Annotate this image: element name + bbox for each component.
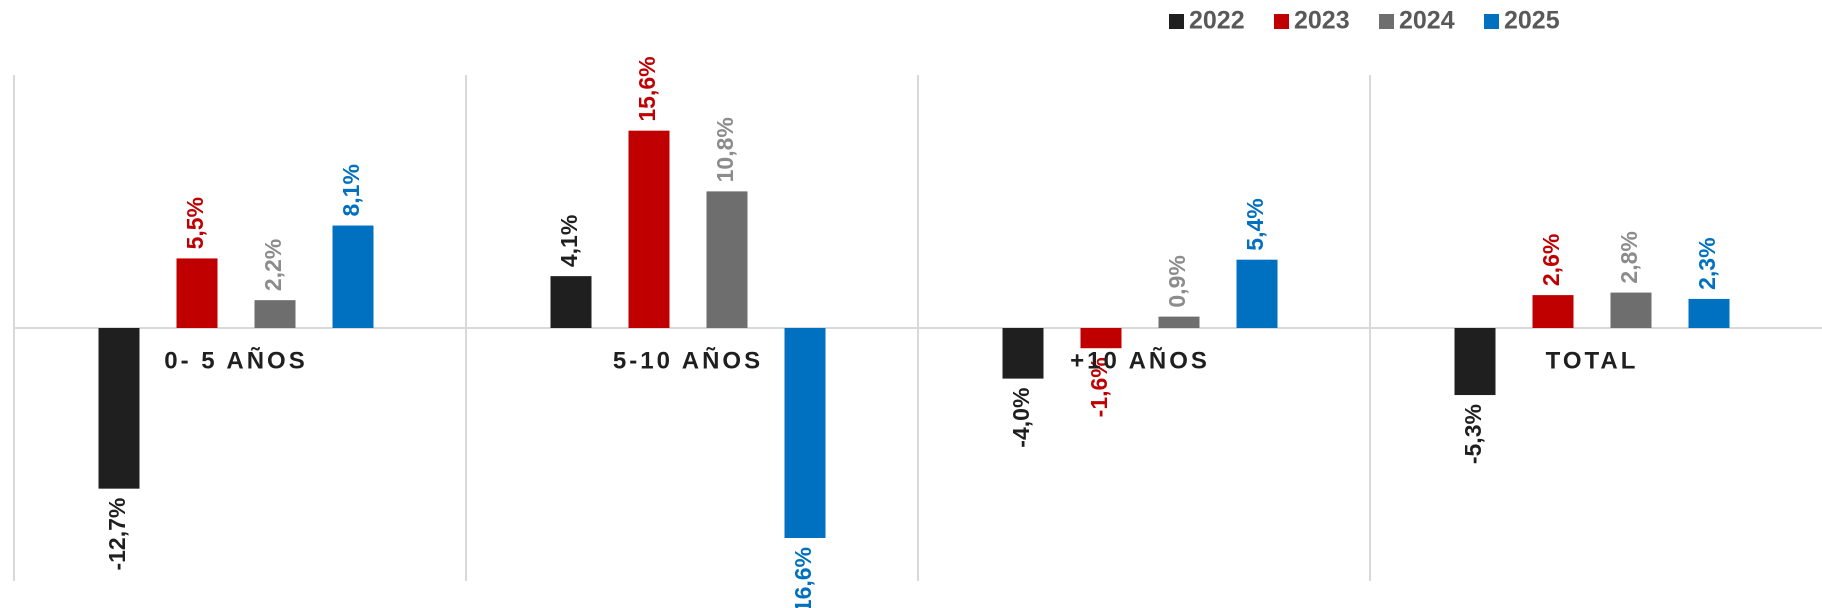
value-label: -1,6% [1086,357,1112,417]
legend-label: 2022 [1189,7,1245,35]
value-label: -16,6% [790,547,816,608]
legend-label: 2025 [1504,7,1560,35]
bar [176,258,218,328]
category-label: 5-10 AÑOS [613,346,763,374]
value-label: -5,3% [1460,404,1486,464]
bar [550,276,592,328]
bar [784,328,826,538]
bar [628,130,670,328]
legend-swatch [1169,14,1184,29]
legend-label: 2024 [1399,7,1455,35]
bar [1002,328,1044,379]
value-label: 2,3% [1694,237,1720,289]
bar [1080,328,1122,349]
value-label: -4,0% [1008,388,1034,448]
value-label: 2,8% [1616,231,1642,283]
value-label: 5,5% [182,197,208,249]
legend-label: 2023 [1294,7,1350,35]
bar [706,191,748,328]
bar [1158,316,1200,328]
category-label: +10 AÑOS [1070,346,1210,374]
bar [1236,259,1278,328]
category-label: TOTAL [1546,347,1639,374]
legend-swatch [1379,14,1394,29]
bar [1688,298,1730,328]
value-label: 10,8% [712,117,738,182]
bar [1454,328,1496,396]
value-label: 4,1% [556,215,582,267]
value-label: 2,6% [1538,234,1564,286]
value-label: 5,4% [1242,198,1268,250]
legend-swatch [1484,14,1499,29]
value-label: 8,1% [338,164,364,216]
bar [1610,292,1652,328]
bar [254,300,296,328]
value-label: 15,6% [634,56,660,121]
value-label: 2,2% [260,239,286,291]
bar [332,225,374,328]
value-label: -12,7% [104,498,130,571]
value-label: 0,9% [1164,255,1190,307]
category-label: 0- 5 AÑOS [164,346,307,374]
bar [98,328,140,489]
bar [1532,295,1574,328]
legend-swatch [1274,14,1289,29]
